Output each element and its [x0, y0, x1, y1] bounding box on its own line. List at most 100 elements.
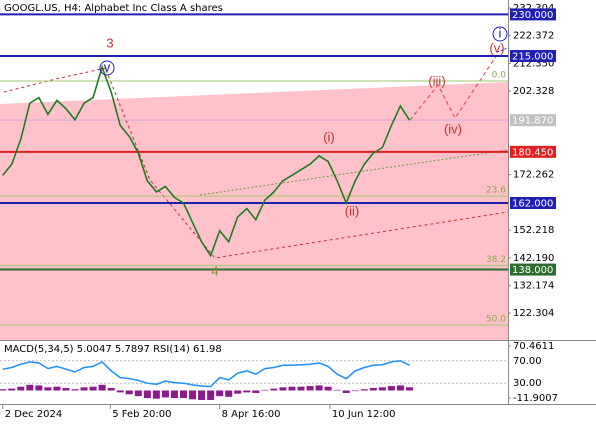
macd-bar: [26, 384, 34, 391]
wave-line: [105, 69, 509, 259]
macd-bar: [0, 389, 7, 391]
level-label: 180.450: [512, 147, 553, 158]
wave-label: (iv): [444, 121, 462, 136]
level-label: 230.000: [512, 10, 553, 21]
level-label: 215.000: [512, 52, 553, 63]
macd-bar: [125, 390, 133, 395]
macd-bar: [161, 390, 169, 398]
y-tick-label: 212.350: [513, 58, 554, 69]
wave-label: (ii): [345, 203, 359, 218]
macd-bar: [179, 390, 187, 399]
target-zone: [0, 82, 508, 340]
y-tick-label: 202.328: [513, 86, 554, 97]
macd-bar: [44, 387, 52, 391]
macd-bar: [189, 390, 197, 400]
level-box: [510, 263, 556, 276]
macd-bar: [243, 390, 251, 393]
rsi-line: [2, 360, 410, 388]
macd-bar: [288, 386, 296, 391]
y2-tick-label: 70.00: [513, 356, 542, 367]
y-tick-label: 172.262: [513, 170, 554, 181]
macd-bar: [252, 390, 260, 394]
macd-bar: [360, 389, 368, 391]
macd-bar: [8, 388, 16, 391]
y-tick-label: -11.9007: [513, 393, 558, 404]
y-tick-label: 70.4611: [513, 341, 554, 352]
macd-bar: [324, 386, 332, 391]
macd-bar: [216, 390, 224, 397]
level-box: [510, 50, 556, 63]
level-box: [510, 114, 556, 127]
y-tick-label: 222.372: [513, 31, 554, 42]
y2-tick-label: 30.00: [513, 378, 542, 389]
wave-line: [3, 67, 107, 93]
macd-bar: [306, 386, 314, 391]
forecast-path: [496, 47, 509, 53]
wave-label: (i): [323, 129, 335, 144]
wave-label: (v): [489, 40, 504, 55]
level-box: [510, 145, 556, 158]
macd-bar: [207, 390, 215, 400]
fib-label: 0.0: [492, 70, 507, 80]
macd-bar: [80, 387, 88, 391]
macd-bar: [387, 386, 395, 391]
level-label: 191.870: [512, 116, 553, 127]
forecast-path: [409, 54, 498, 121]
level-label: 138.000: [512, 265, 553, 276]
y-tick-label: 142.190: [513, 253, 554, 264]
y-tick-label: 152.218: [513, 225, 554, 236]
macd-bar: [270, 388, 278, 391]
x-tick-label: 10 Jun 12:00: [332, 409, 396, 420]
wave-label: 4: [211, 263, 218, 278]
macd-bar: [279, 387, 287, 391]
macd-bar: [98, 384, 106, 391]
macd-bar: [198, 390, 206, 400]
fib-label: 23.6: [486, 186, 506, 196]
x-tick-label: 5 Feb 20:00: [112, 409, 171, 420]
y-tick-label: 122.304: [513, 308, 554, 319]
wave-label: (iii): [428, 73, 445, 88]
macd-bar: [225, 390, 233, 397]
indicator-title: MACD(5,34,5) 5.0047 5.7897 RSI(14) 61.98: [4, 344, 222, 355]
macd-bar: [143, 390, 151, 399]
macd-bar: [107, 387, 115, 391]
chart-title: GOOGL.US, H4: Alphabet Inc Class A share…: [4, 3, 223, 14]
macd-bar: [342, 390, 350, 394]
wave-label: v: [104, 59, 111, 74]
macd-bar: [53, 386, 61, 391]
macd-bar: [369, 387, 377, 391]
macd-bar: [333, 389, 341, 391]
macd-bar: [17, 386, 25, 391]
macd-bar: [89, 386, 97, 391]
macd-bar: [152, 390, 160, 399]
macd-bar: [378, 387, 386, 391]
wave-label: 3: [106, 35, 113, 50]
wave-circle: [99, 60, 115, 76]
fib-label: 50.0: [486, 315, 506, 325]
macd-bar: [396, 385, 404, 391]
level-box: [510, 8, 556, 21]
macd-bar: [315, 385, 323, 391]
macd-bar: [234, 390, 242, 394]
macd-bar: [134, 390, 142, 397]
x-tick-label: 8 Apr 16:00: [222, 409, 281, 420]
macd-bar: [351, 390, 359, 392]
price-line: [2, 64, 411, 258]
level-box: [510, 197, 556, 210]
wave-label: i: [499, 25, 502, 40]
macd-bar: [405, 387, 413, 391]
wave-circle: [492, 26, 508, 42]
macd-bar: [35, 385, 43, 391]
x-tick-label: 2 Dec 2024: [5, 409, 63, 420]
macd-bar: [297, 386, 305, 391]
y-tick-label: 132.174: [513, 281, 554, 292]
macd-bar: [62, 387, 70, 391]
level-label: 162.000: [512, 199, 553, 210]
fib-label: 38.2: [486, 255, 506, 265]
macd-bar: [71, 389, 79, 391]
macd-bar: [116, 390, 124, 393]
macd-bar: [170, 390, 178, 399]
macd-bar: [261, 389, 269, 391]
